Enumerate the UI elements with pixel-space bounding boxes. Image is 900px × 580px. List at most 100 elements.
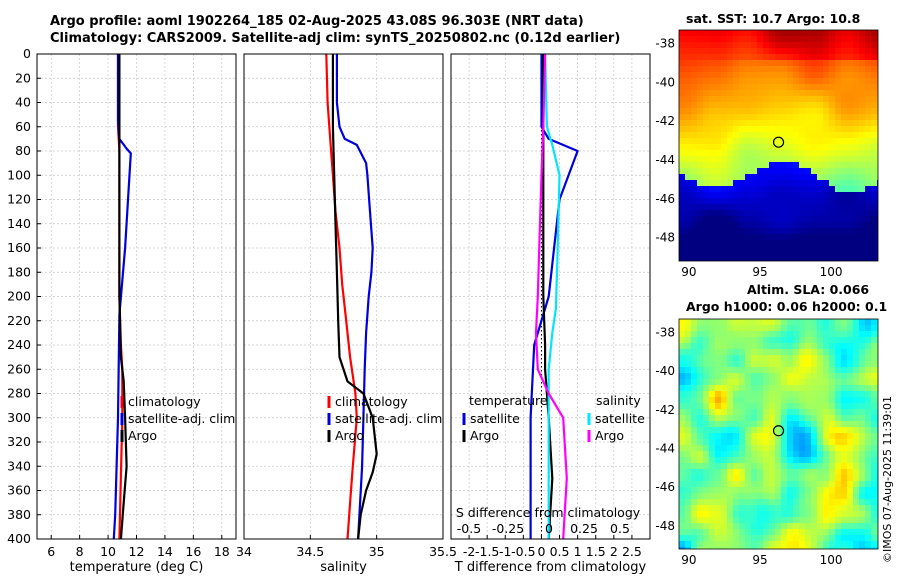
map-cell — [769, 511, 776, 518]
map-cell — [733, 481, 740, 488]
map-cell — [847, 325, 854, 332]
map-cell — [841, 415, 848, 422]
map-cell — [841, 150, 848, 157]
map-cell — [823, 168, 830, 175]
map-cell — [679, 78, 686, 85]
map-cell — [715, 54, 722, 61]
map-cell — [751, 186, 758, 193]
map-cell — [733, 246, 740, 253]
map-cell — [757, 523, 764, 530]
legend-label: satellite — [595, 411, 645, 426]
map-cell — [757, 367, 764, 374]
map-cell — [871, 144, 878, 151]
map-cell — [781, 126, 788, 133]
map-cell — [793, 216, 800, 223]
map-cell — [793, 409, 800, 416]
map-cell — [829, 234, 836, 241]
map-cell — [835, 216, 842, 223]
map-cell — [715, 36, 722, 43]
map-cell — [745, 162, 752, 169]
map-cell — [853, 475, 860, 482]
map-cell — [835, 481, 842, 488]
x-tick-label: 2.5 — [622, 544, 642, 559]
map-cell — [829, 168, 836, 175]
map-cell — [697, 367, 704, 374]
map-cell — [691, 102, 698, 109]
map-cell — [769, 463, 776, 470]
map-cell — [799, 481, 806, 488]
map-cell — [697, 391, 704, 398]
map-cell — [787, 156, 794, 163]
map-cell — [757, 349, 764, 356]
map-cell — [877, 228, 878, 235]
map-cell — [739, 373, 746, 380]
map-cell — [691, 60, 698, 67]
map-cell — [685, 156, 692, 163]
map-cell — [871, 421, 878, 428]
map-cell — [679, 138, 686, 145]
map-cell — [811, 42, 818, 49]
map-cell — [817, 421, 824, 428]
map-cell — [787, 349, 794, 356]
y-tick-label: 20 — [15, 70, 31, 85]
map-cell — [847, 373, 854, 380]
map-cell — [835, 541, 842, 548]
map-cell — [751, 529, 758, 536]
map-cell — [703, 198, 710, 205]
map-cell — [745, 210, 752, 217]
map-cell — [757, 331, 764, 338]
map-cell — [679, 433, 686, 440]
map-cell — [733, 186, 740, 193]
map-cell — [721, 427, 728, 434]
map-cell — [835, 529, 842, 536]
map-cell — [685, 367, 692, 374]
map-cell — [691, 54, 698, 61]
map-cell — [877, 541, 878, 548]
map-cell — [685, 108, 692, 115]
map-cell — [817, 319, 824, 326]
map-cell — [685, 415, 692, 422]
map-cell — [871, 72, 878, 79]
map-cell — [715, 180, 722, 187]
map-cell — [829, 541, 836, 548]
map-cell — [721, 186, 728, 193]
map-cell — [751, 451, 758, 458]
map-cell — [805, 162, 812, 169]
map-cell — [877, 475, 878, 482]
map-cell — [817, 367, 824, 374]
map-cell — [679, 469, 686, 476]
map-cell — [847, 120, 854, 127]
map-cell — [703, 36, 710, 43]
map-cell — [751, 541, 758, 548]
map-cell — [745, 457, 752, 464]
map-cell — [799, 132, 806, 139]
map-cell — [823, 126, 830, 133]
map-cell — [733, 475, 740, 482]
map-cell — [757, 114, 764, 121]
map-cell — [763, 529, 770, 536]
map-cell — [769, 487, 776, 494]
map-cell — [727, 72, 734, 79]
map-cell — [775, 138, 782, 145]
map-cell — [679, 523, 686, 530]
map-cell — [799, 216, 806, 223]
map-cell — [847, 523, 854, 530]
map-cell — [745, 150, 752, 157]
map-cell — [715, 451, 722, 458]
map-cell — [715, 192, 722, 199]
map-cell — [817, 66, 824, 73]
map-cell — [679, 505, 686, 512]
map-cell — [733, 108, 740, 115]
map-cell — [691, 457, 698, 464]
map-cell — [799, 463, 806, 470]
map-cell — [697, 493, 704, 500]
map-cell — [847, 421, 854, 428]
map-cell — [799, 210, 806, 217]
map-cell — [727, 102, 734, 109]
map-cell — [817, 96, 824, 103]
map-cell — [787, 114, 794, 121]
map-cell — [685, 36, 692, 43]
map-cell — [805, 252, 812, 259]
map-cell — [781, 174, 788, 181]
map-cell — [775, 475, 782, 482]
